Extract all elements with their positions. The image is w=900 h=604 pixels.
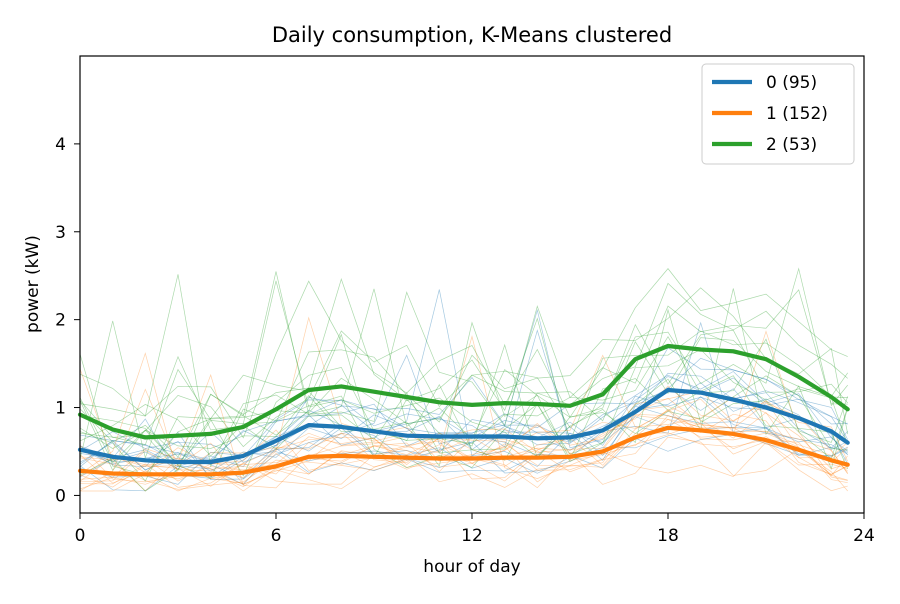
x-axis: 0 6 12 18 24 (75, 513, 875, 546)
y-tick-label: 1 (55, 399, 66, 419)
x-tick-label: 24 (853, 526, 875, 546)
profile-line (79, 316, 848, 483)
x-tick-label: 6 (271, 526, 282, 546)
profile-line (79, 349, 849, 463)
profile-line (79, 274, 848, 468)
profile-line (79, 329, 848, 478)
profile-line (79, 337, 848, 482)
y-axis-label: power (kW) (23, 235, 43, 333)
legend-label-1: 1 (152) (766, 104, 828, 124)
profile-line (79, 308, 848, 460)
profile-line (79, 320, 849, 477)
chart-title: Daily consumption, K-Means clustered (272, 23, 672, 47)
legend-label-2: 2 (53) (766, 135, 817, 155)
y-tick-label: 2 (55, 311, 66, 331)
x-tick-label: 18 (657, 526, 679, 546)
y-tick-label: 4 (55, 135, 66, 155)
centroid-line-2 (77, 343, 850, 440)
x-axis-label: hour of day (423, 557, 520, 577)
y-axis: 0 1 2 3 4 (55, 135, 80, 506)
profile-line (79, 388, 848, 492)
profile-line (79, 277, 848, 471)
legend: 0 (95) 1 (152) 2 (53) (701, 63, 855, 165)
profile-line (79, 371, 848, 458)
profile-line (79, 343, 848, 479)
legend-box (701, 63, 855, 165)
y-tick-label: 3 (55, 223, 66, 243)
profile-line (79, 415, 848, 492)
profile-line (79, 390, 849, 480)
cluster-centroids (77, 343, 850, 477)
y-tick-label: 0 (55, 486, 66, 506)
profile-line (79, 280, 849, 492)
profile-line (79, 405, 848, 479)
profile-line (79, 396, 848, 485)
legend-label-0: 0 (95) (766, 73, 817, 93)
profile-line (79, 282, 848, 450)
profile-line (79, 271, 848, 458)
profile-line (79, 287, 849, 457)
profile-line (79, 267, 848, 476)
profile-line (79, 288, 849, 470)
x-tick-label: 0 (75, 526, 86, 546)
centroid-line-1 (77, 425, 850, 477)
profile-line (79, 321, 849, 471)
profile-line (79, 289, 848, 479)
x-tick-label: 12 (461, 526, 483, 546)
profile-line (79, 436, 848, 492)
profile-line (79, 268, 848, 439)
profile-line (79, 373, 848, 489)
profile-line (79, 335, 848, 490)
profile-line (79, 408, 848, 484)
profile-line (79, 354, 848, 482)
profile-line (79, 395, 848, 468)
centroid-line-0 (77, 387, 850, 465)
